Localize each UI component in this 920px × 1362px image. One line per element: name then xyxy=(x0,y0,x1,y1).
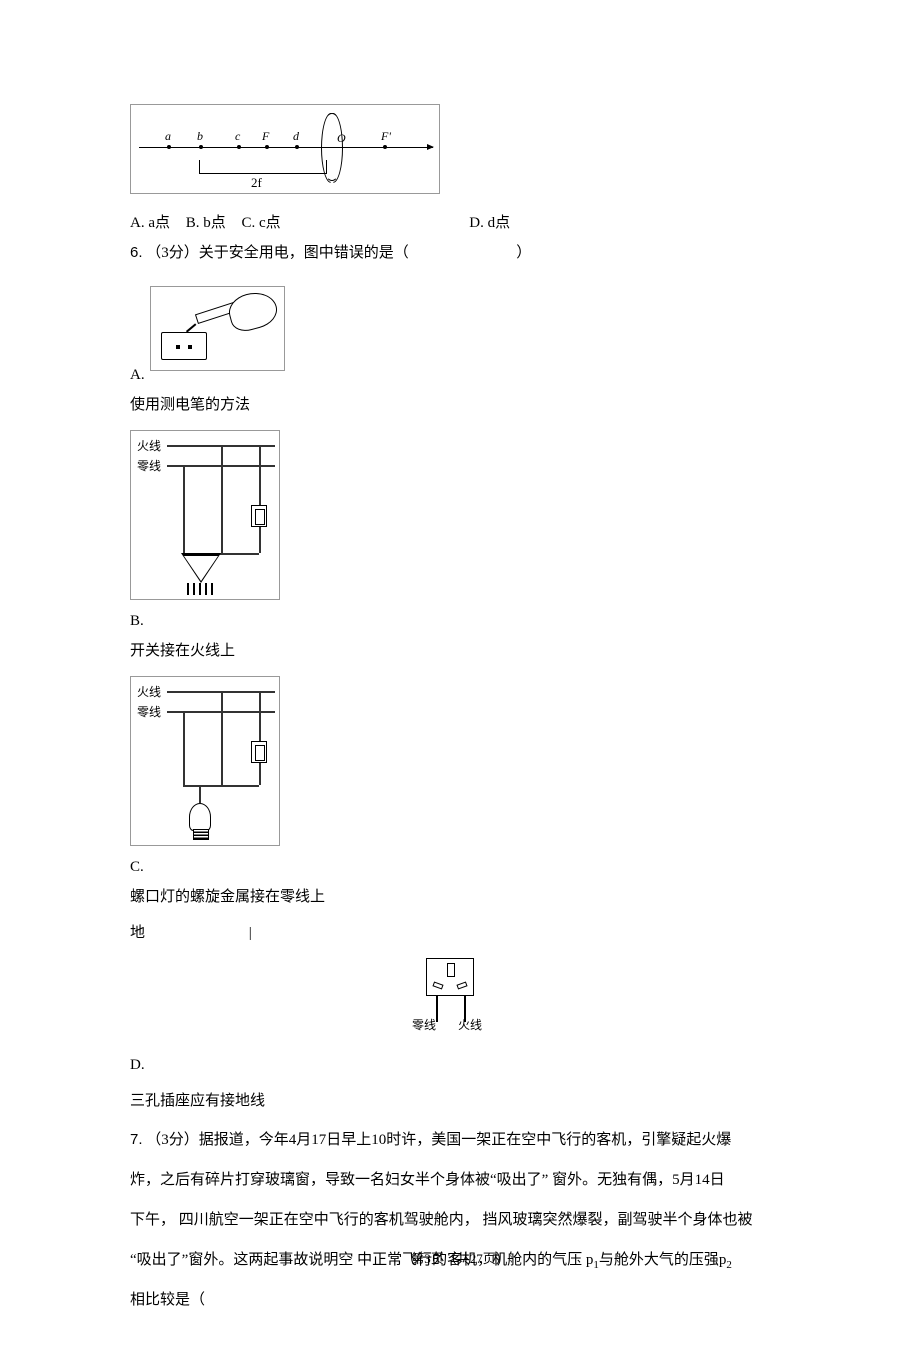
wall-socket xyxy=(161,332,207,360)
three-prong-diagram: 零线 火线 xyxy=(400,954,600,1039)
q6-D-prefix: D. xyxy=(130,1057,145,1073)
q5-options: A. a点 B. b点 C. c点 D. d点 xyxy=(130,211,790,232)
wire xyxy=(259,763,261,785)
ground-row: 地 | xyxy=(130,918,790,948)
option-D: D. d点 xyxy=(469,211,510,232)
page-content: a b c F d O F' 2f A. a点 B. b点 C. c点 D. d… xyxy=(0,0,920,1362)
q6-stem: 6. （3分）关于安全用电，图中错误的是（ ） xyxy=(130,238,790,268)
q6-option-C: 火线 零线 C. xyxy=(130,672,790,876)
live-label: 火线 xyxy=(137,437,161,454)
point-a-label: a xyxy=(165,129,171,144)
page-footer: 第3页（共27页） xyxy=(0,1248,920,1267)
q6-A-caption: 使用测电笔的方法 xyxy=(130,390,790,420)
wire xyxy=(183,785,259,787)
switch xyxy=(251,505,267,527)
optical-axis xyxy=(139,147,433,148)
point-c-label: c xyxy=(235,129,240,144)
point-Fp xyxy=(383,145,387,149)
wire xyxy=(183,465,185,553)
three-prong-socket xyxy=(426,958,474,996)
live-label: 火线 xyxy=(458,1016,482,1033)
option-A: A. a点 xyxy=(130,211,182,232)
screw-bulb-diagram: 火线 零线 xyxy=(130,676,280,846)
q7-line1: （3分）据报道，今年4月17日早上10时许，美国一架正在空中飞行的客机，引擎疑起… xyxy=(146,1132,731,1148)
q6-option-D: 零线 火线 xyxy=(130,954,790,1044)
prong-right xyxy=(456,981,467,989)
neutral-label: 零线 xyxy=(137,457,161,474)
test-pen-diagram xyxy=(150,286,285,371)
wire xyxy=(221,445,223,553)
point-d-label: d xyxy=(293,129,299,144)
q7-line2: 炸，之后有碎片打穿玻璃窗，导致一名妇女半个身体被“吸出了” 窗外。无独有偶，5月… xyxy=(130,1162,790,1198)
wire xyxy=(259,527,261,553)
ground-text: 地 xyxy=(130,918,145,948)
q7-line5: 相比较是（ xyxy=(130,1282,790,1318)
q6-B-caption: 开关接在火线上 xyxy=(130,636,790,666)
q6-C-caption: 螺口灯的螺旋金属接在零线上 xyxy=(130,882,790,912)
q6-A-prefix: A. xyxy=(130,367,145,384)
wire xyxy=(221,691,223,785)
prong-left xyxy=(432,981,443,989)
q6-text-post: ） xyxy=(516,245,531,261)
point-d xyxy=(295,145,299,149)
wire xyxy=(259,691,261,741)
point-a xyxy=(167,145,171,149)
pen-tip xyxy=(186,323,196,332)
option-C: C. c点 xyxy=(242,211,294,232)
q6-number: 6. xyxy=(130,244,143,261)
q6-option-B: 火线 零线 B. xyxy=(130,426,790,630)
vertical-bar: | xyxy=(249,925,252,941)
screw-bulb xyxy=(189,803,211,831)
switch xyxy=(251,741,267,763)
wire xyxy=(259,445,261,505)
wire xyxy=(199,785,201,803)
bracket-2f xyxy=(199,160,327,174)
point-c xyxy=(237,145,241,149)
q6-C-prefix: C. xyxy=(130,859,144,876)
q6-B-prefix: B. xyxy=(130,613,144,630)
hand-icon xyxy=(226,287,282,334)
bracket-label: 2f xyxy=(251,175,262,191)
option-B: B. b点 xyxy=(186,211,238,232)
q7-paragraph: 7. （3分）据报道，今年4月17日早上10时许，美国一架正在空中飞行的客机，引… xyxy=(130,1122,790,1158)
lamp-rays xyxy=(187,583,217,595)
convex-lens xyxy=(326,113,338,181)
wire xyxy=(436,996,438,1022)
neutral-label: 零线 xyxy=(412,1016,436,1033)
q6-option-A: A. xyxy=(130,282,790,384)
live-label: 火线 xyxy=(137,683,161,700)
lamp-shade xyxy=(181,553,221,583)
point-O-label: O xyxy=(337,131,346,146)
point-Fp-label: F' xyxy=(381,129,391,144)
q6-text-pre: （3分）关于安全用电，图中错误的是（ xyxy=(146,245,409,261)
q6-D-prefix-line: D. xyxy=(130,1050,790,1080)
q7-number: 7. xyxy=(130,1131,143,1148)
point-b xyxy=(199,145,203,149)
point-F-label: F xyxy=(262,129,269,144)
wire xyxy=(183,711,185,785)
q6-D-caption: 三孔插座应有接地线 xyxy=(130,1086,790,1116)
point-b-label: b xyxy=(197,129,203,144)
switch-circuit-diagram: 火线 零线 xyxy=(130,430,280,600)
lens-diagram: a b c F d O F' 2f xyxy=(130,104,440,194)
point-F xyxy=(265,145,269,149)
q7-line3: 下午， 四川航空一架正在空中飞行的客机驾驶舱内， 挡风玻璃突然爆裂，副驾驶半个身… xyxy=(130,1202,790,1238)
neutral-label: 零线 xyxy=(137,703,161,720)
